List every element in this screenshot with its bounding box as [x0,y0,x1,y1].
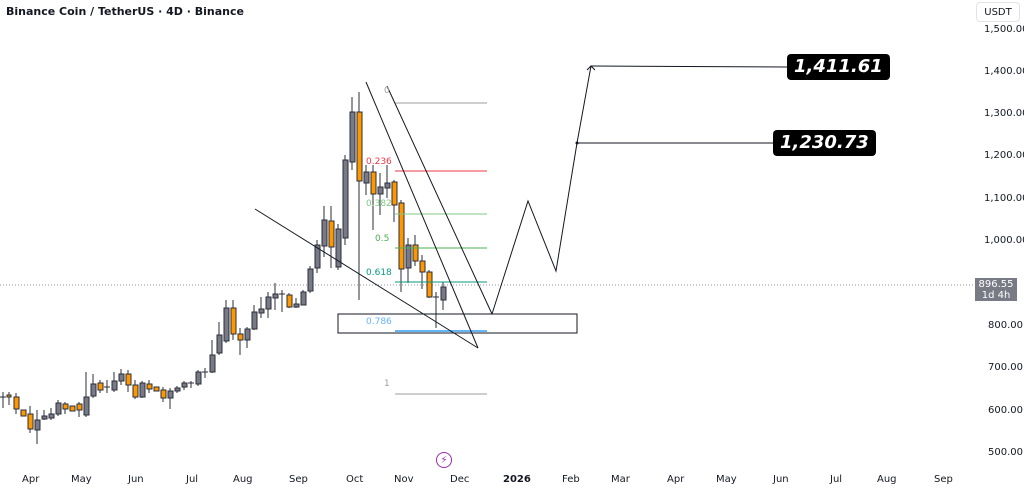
y-tick: 1,100.00 [984,193,1024,204]
candles [0,92,447,444]
last-price-tag: 896.55 1d 4h [975,278,1017,301]
y-tick: 500.00 [988,447,1023,458]
x-tick: Apr [22,474,40,485]
x-tick: May [71,474,92,485]
fib-label-0786: 0.786 [366,317,392,327]
currency-button[interactable]: USDT [976,2,1020,22]
x-tick: Aug [233,474,253,485]
y-tick: 1,200.00 [984,150,1024,161]
last-price: 896.55 [978,279,1014,290]
y-tick: 1,500.00 [984,24,1024,35]
x-tick: Sep [934,474,953,485]
fib-label-0618: 0.618 [366,268,392,278]
x-tick: Jul [186,474,199,485]
y-tick: 1,300.00 [984,108,1024,119]
y-tick: 700.00 [988,362,1023,373]
fib-label-1: 1 [384,379,390,389]
target-badge-2: 1,230.73 [773,130,876,156]
x-tick: Nov [394,474,414,485]
x-tick: Jun [773,474,789,485]
x-tick: May [716,474,737,485]
fib-label-0236: 0.236 [366,157,392,167]
chart-title: Binance Coin / TetherUS · 4D · Binance [6,5,244,18]
y-tick: 1,400.00 [984,66,1024,77]
x-tick: Oct [346,474,364,485]
y-tick: 800.00 [988,320,1023,331]
x-tick: Feb [562,474,580,485]
lightning-icon[interactable]: ⚡ [436,452,452,468]
fib-label-0: 0 [384,86,390,96]
x-tick: Mar [611,474,630,485]
fib-label-05: 0.5 [375,234,390,244]
x-tick: Aug [877,474,897,485]
bar-countdown: 1d 4h [981,290,1011,301]
y-tick: 600.00 [988,405,1023,416]
x-tick: Apr [667,474,685,485]
x-tick: Jun [128,474,144,485]
fib-label-0382: 0.382 [366,199,392,209]
x-tick: 2026 [503,474,531,485]
chart-canvas[interactable] [0,0,975,470]
x-tick: Dec [450,474,470,485]
target-badge-1: 1,411.61 [787,54,890,80]
x-tick: Sep [289,474,308,485]
y-tick: 1,000.00 [984,235,1024,246]
x-tick: Jul [830,474,843,485]
